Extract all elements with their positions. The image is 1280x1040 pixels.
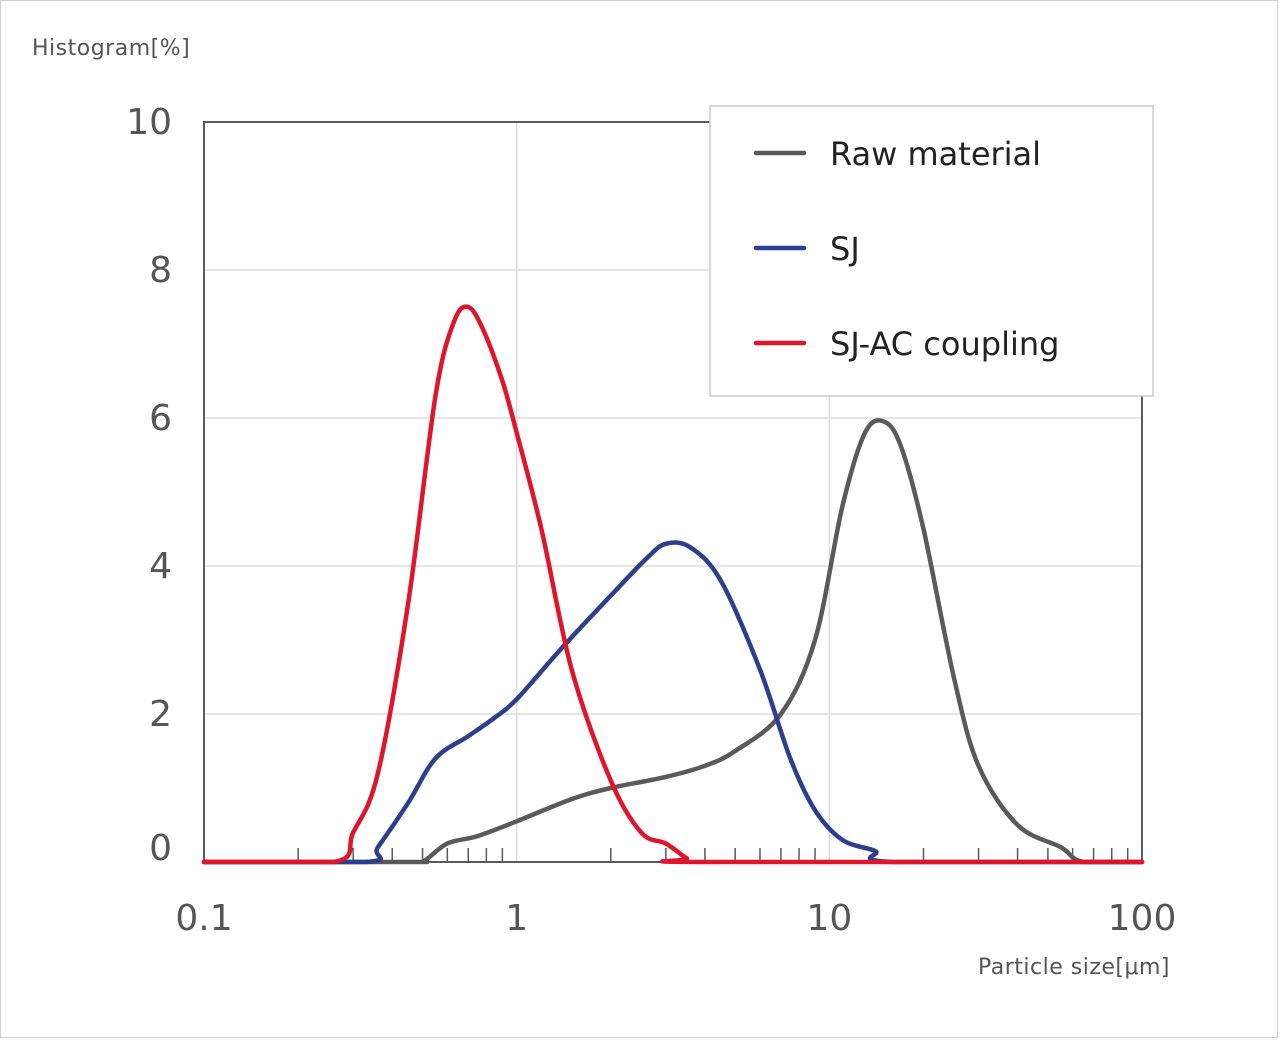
series-line bbox=[201, 418, 1145, 865]
x-tick-label: 1 bbox=[505, 898, 528, 939]
legend-label: SJ-AC coupling bbox=[830, 325, 1059, 363]
legend: Raw material SJ SJ-AC coupling bbox=[709, 105, 1154, 397]
legend-label: Raw material bbox=[830, 135, 1041, 173]
y-tick-label: 6 bbox=[149, 398, 172, 439]
series-line bbox=[201, 540, 1145, 865]
y-tick-label: 10 bbox=[126, 102, 172, 143]
x-tick-label: 100 bbox=[1108, 898, 1177, 939]
y-tick-label: 4 bbox=[149, 546, 172, 587]
y-tick-label: 2 bbox=[149, 694, 172, 735]
legend-label: SJ bbox=[830, 230, 860, 268]
series-line bbox=[201, 304, 1145, 865]
x-tick-label: 10 bbox=[806, 898, 852, 939]
x-axis-label: Particle size[μm] bbox=[977, 955, 1170, 980]
series-lines bbox=[201, 304, 1145, 865]
y-tick-label: 0 bbox=[149, 828, 172, 869]
x-minor-ticks bbox=[297, 848, 1129, 862]
y-tick-label: 8 bbox=[149, 250, 172, 291]
y-axis-label: Histogram[%] bbox=[32, 36, 191, 61]
tick-labels: 0 2 4 6 8 10 0.1 1 10 100 bbox=[126, 102, 1176, 939]
x-tick-label: 0.1 bbox=[175, 898, 232, 939]
